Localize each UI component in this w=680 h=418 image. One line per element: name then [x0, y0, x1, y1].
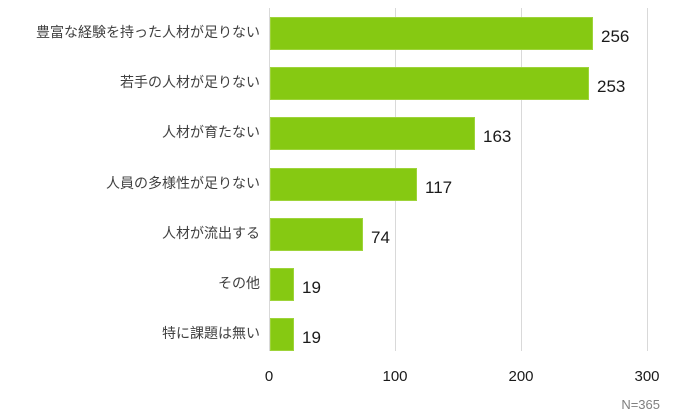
category-label: 若手の人材が足りない [120, 75, 260, 91]
category-label: 特に課題は無い [162, 326, 260, 342]
bar [270, 17, 593, 50]
category-label: 人員の多様性が足りない [106, 176, 260, 192]
category-label: 人材が育たない [162, 125, 260, 141]
bar [270, 268, 294, 301]
sample-size-note: N=365 [621, 397, 660, 412]
bar [270, 168, 417, 201]
value-label: 117 [425, 178, 453, 197]
y-axis-line [269, 8, 270, 351]
x-tick-label: 200 [508, 368, 534, 385]
gridline [647, 8, 648, 351]
category-label: その他 [218, 276, 260, 292]
value-label: 74 [371, 228, 390, 247]
value-label: 19 [302, 328, 321, 347]
category-label: 人材が流出する [162, 226, 260, 242]
bar [270, 117, 475, 150]
bar [270, 218, 363, 251]
x-tick-label: 300 [634, 368, 660, 385]
value-label: 19 [302, 278, 321, 297]
bar [270, 318, 294, 351]
category-label: 豊富な経験を持った人材が足りない [36, 25, 260, 41]
value-label: 253 [597, 77, 626, 96]
bar [270, 67, 589, 100]
x-tick-label: 100 [382, 368, 408, 385]
gridline [521, 8, 522, 351]
x-tick-label: 0 [264, 368, 274, 385]
value-label: 256 [601, 27, 630, 46]
value-label: 163 [483, 127, 512, 146]
